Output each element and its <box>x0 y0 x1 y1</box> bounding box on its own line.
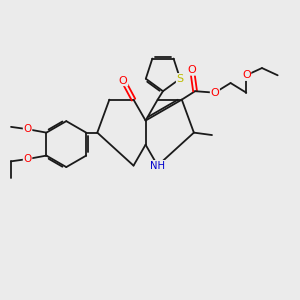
Text: O: O <box>119 76 128 85</box>
Text: O: O <box>23 124 32 134</box>
Text: O: O <box>211 88 219 98</box>
Text: O: O <box>23 154 32 164</box>
Text: NH: NH <box>150 160 165 171</box>
Text: S: S <box>176 74 184 84</box>
Text: O: O <box>188 65 197 75</box>
Text: O: O <box>242 70 250 80</box>
